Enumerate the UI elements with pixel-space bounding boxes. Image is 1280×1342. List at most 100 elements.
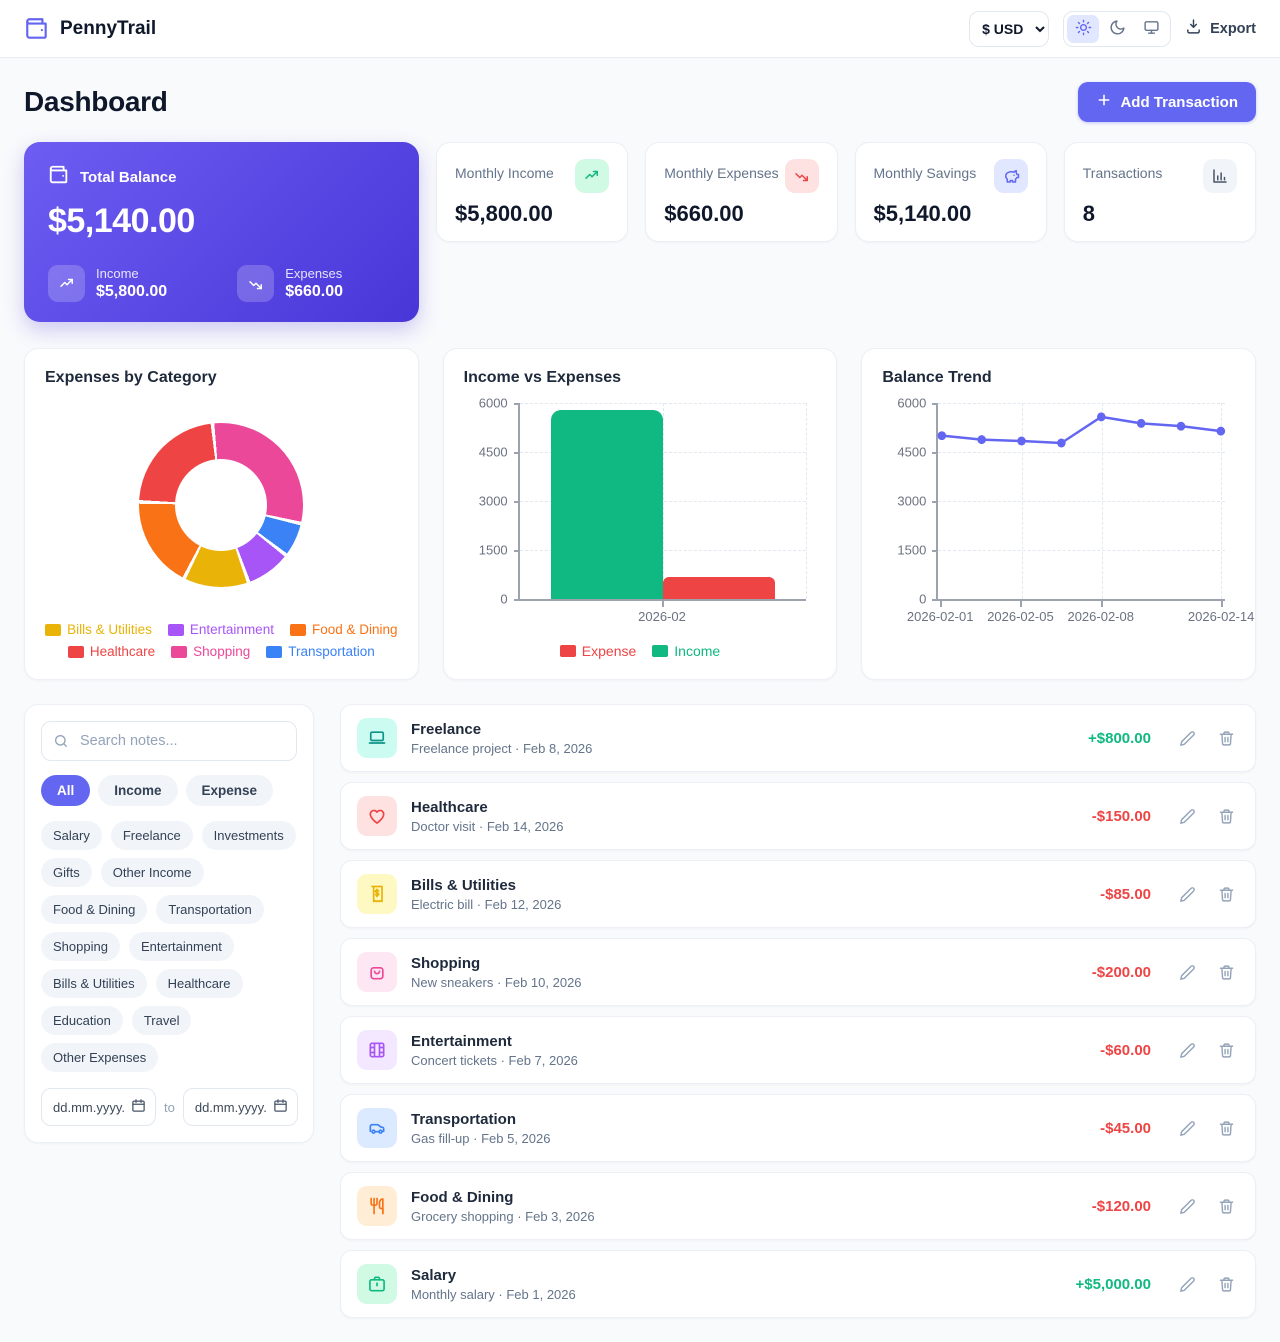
edit-transaction-button[interactable] <box>1175 1194 1200 1219</box>
delete-transaction-button[interactable] <box>1214 1038 1239 1063</box>
category-chip-education[interactable]: Education <box>41 1006 123 1035</box>
transaction-category: Food & Dining <box>411 1188 514 1206</box>
category-chip-other-income[interactable]: Other Income <box>100 858 204 887</box>
edit-transaction-button[interactable] <box>1175 882 1200 907</box>
category-chip-entertainment[interactable]: Entertainment <box>128 932 234 961</box>
date-from-input[interactable]: dd.mm.yyyy. <box>41 1088 156 1126</box>
edit-transaction-button[interactable] <box>1175 1116 1200 1141</box>
trending-down-icon <box>237 265 275 302</box>
gridline <box>938 550 1225 551</box>
trending-up-icon <box>575 159 610 193</box>
x-axis: 2026-02 <box>518 601 807 629</box>
legend-swatch <box>652 645 669 657</box>
delete-transaction-button[interactable] <box>1214 726 1239 751</box>
y-axis-tick-label: 1500 <box>478 542 508 558</box>
legend-swatch <box>289 623 306 636</box>
legend-swatch <box>171 645 188 658</box>
calendar-icon <box>273 1098 288 1116</box>
category-chip-transportation[interactable]: Transportation <box>156 895 264 924</box>
total-balance-card: Total Balance $5,140.00 Income $5,800.00… <box>24 142 419 322</box>
filter-tab-income[interactable]: Income <box>98 775 178 806</box>
delete-transaction-button[interactable] <box>1214 882 1239 907</box>
edit-transaction-button[interactable] <box>1175 1038 1200 1063</box>
delete-transaction-button[interactable] <box>1214 804 1239 829</box>
edit-transaction-button[interactable] <box>1175 804 1200 829</box>
legend-item-shopping[interactable]: Shopping <box>171 644 250 659</box>
legend-item-healthcare[interactable]: Healthcare <box>67 644 155 659</box>
income-label: Income <box>96 266 139 281</box>
legend-label: Shopping <box>193 644 251 659</box>
legend-item-income[interactable]: Income <box>652 643 720 659</box>
category-chip-healthcare[interactable]: Healthcare <box>155 969 243 998</box>
category-chip-shopping[interactable]: Shopping <box>41 932 120 961</box>
stat-value: $660.00 <box>664 201 744 226</box>
bar-chart: 0 1500 3000 4500 6000 2026-02 <box>464 396 817 629</box>
film-icon <box>357 1030 397 1070</box>
category-chip-travel[interactable]: Travel <box>131 1006 192 1035</box>
transaction-note-date: Freelance project · Feb 8, 2026 <box>411 740 593 756</box>
legend-item-bills-&-utilities[interactable]: Bills & Utilities <box>45 622 152 637</box>
y-axis-tick-mark <box>932 501 939 503</box>
x-axis-tick-mark <box>1100 601 1103 607</box>
currency-select[interactable]: $ USD <box>969 10 1050 47</box>
transaction-amount: -$200.00 <box>1091 963 1151 981</box>
donut-legend: Bills & Utilities Entertainment Food & Din… <box>45 622 398 659</box>
trending-down-icon <box>784 159 819 193</box>
transaction-category: Salary <box>411 1266 457 1284</box>
trash-icon <box>1218 1042 1235 1059</box>
theme-dark-button[interactable] <box>1101 15 1133 43</box>
y-axis-tick-mark <box>513 501 520 503</box>
delete-transaction-button[interactable] <box>1214 1116 1239 1141</box>
transaction-note-date: Gas fill-up · Feb 5, 2026 <box>411 1130 551 1146</box>
pencil-icon <box>1179 1042 1196 1059</box>
category-chip-other-expenses[interactable]: Other Expenses <box>41 1043 159 1072</box>
car-icon <box>357 1108 397 1148</box>
category-chip-bills-utilities[interactable]: Bills & Utilities <box>41 969 147 998</box>
add-transaction-button[interactable]: Add Transaction <box>1078 82 1256 122</box>
transaction-row: Shopping New sneakers · Feb 10, 2026 -$200… <box>340 938 1256 1006</box>
bar-income <box>551 409 663 599</box>
category-chip-freelance[interactable]: Freelance <box>110 821 193 850</box>
data-point <box>1137 418 1146 428</box>
legend-item-expense[interactable]: Expense <box>559 643 636 659</box>
theme-light-button[interactable] <box>1067 14 1100 43</box>
export-button[interactable]: Export <box>1185 18 1256 39</box>
edit-transaction-button[interactable] <box>1175 726 1200 751</box>
legend-swatch <box>45 623 62 636</box>
edit-transaction-button[interactable] <box>1175 960 1200 985</box>
category-chip-investments[interactable]: Investments <box>201 821 296 850</box>
edit-transaction-button[interactable] <box>1175 1272 1200 1297</box>
category-chip-salary[interactable]: Salary <box>41 821 102 850</box>
theme-system-button[interactable] <box>1135 15 1167 43</box>
y-axis-tick-mark <box>932 599 939 601</box>
briefcase-icon <box>357 1264 397 1304</box>
filter-tab-expense[interactable]: Expense <box>185 775 274 806</box>
data-point <box>1017 436 1027 446</box>
y-axis-tick-mark <box>513 403 520 405</box>
transaction-category: Entertainment <box>411 1032 512 1050</box>
receipt-icon <box>357 874 397 914</box>
pencil-icon <box>1179 1120 1196 1137</box>
expenses-value: $660.00 <box>285 283 344 300</box>
search-input[interactable] <box>41 721 297 761</box>
line-chart: 0 1500 3000 4500 6000 2026-02-01 2026-02-05 202… <box>882 396 1254 629</box>
stat-label: Monthly Expenses <box>664 165 779 181</box>
income-value: $5,800.00 <box>96 283 168 300</box>
legend-label: Entertainment <box>189 622 274 637</box>
legend-item-transportation[interactable]: Transportation <box>266 644 375 659</box>
filter-tab-all[interactable]: All <box>41 775 91 806</box>
legend-item-entertainment[interactable]: Entertainment <box>167 622 274 637</box>
pencil-icon <box>1179 730 1196 747</box>
pencil-icon <box>1179 808 1196 825</box>
sun-icon <box>1075 19 1092 39</box>
legend-item-food-&-dining[interactable]: Food & Dining <box>289 622 398 637</box>
delete-transaction-button[interactable] <box>1214 1194 1239 1219</box>
delete-transaction-button[interactable] <box>1214 960 1239 985</box>
category-chip-food-dining[interactable]: Food & Dining <box>41 895 148 924</box>
trash-icon <box>1218 808 1235 825</box>
page-title: Dashboard <box>24 86 168 117</box>
delete-transaction-button[interactable] <box>1214 1272 1239 1297</box>
date-to-input[interactable]: dd.mm.yyyy. <box>182 1088 298 1126</box>
chart-title: Income vs Expenses <box>463 369 622 386</box>
category-chip-gifts[interactable]: Gifts <box>41 858 92 887</box>
